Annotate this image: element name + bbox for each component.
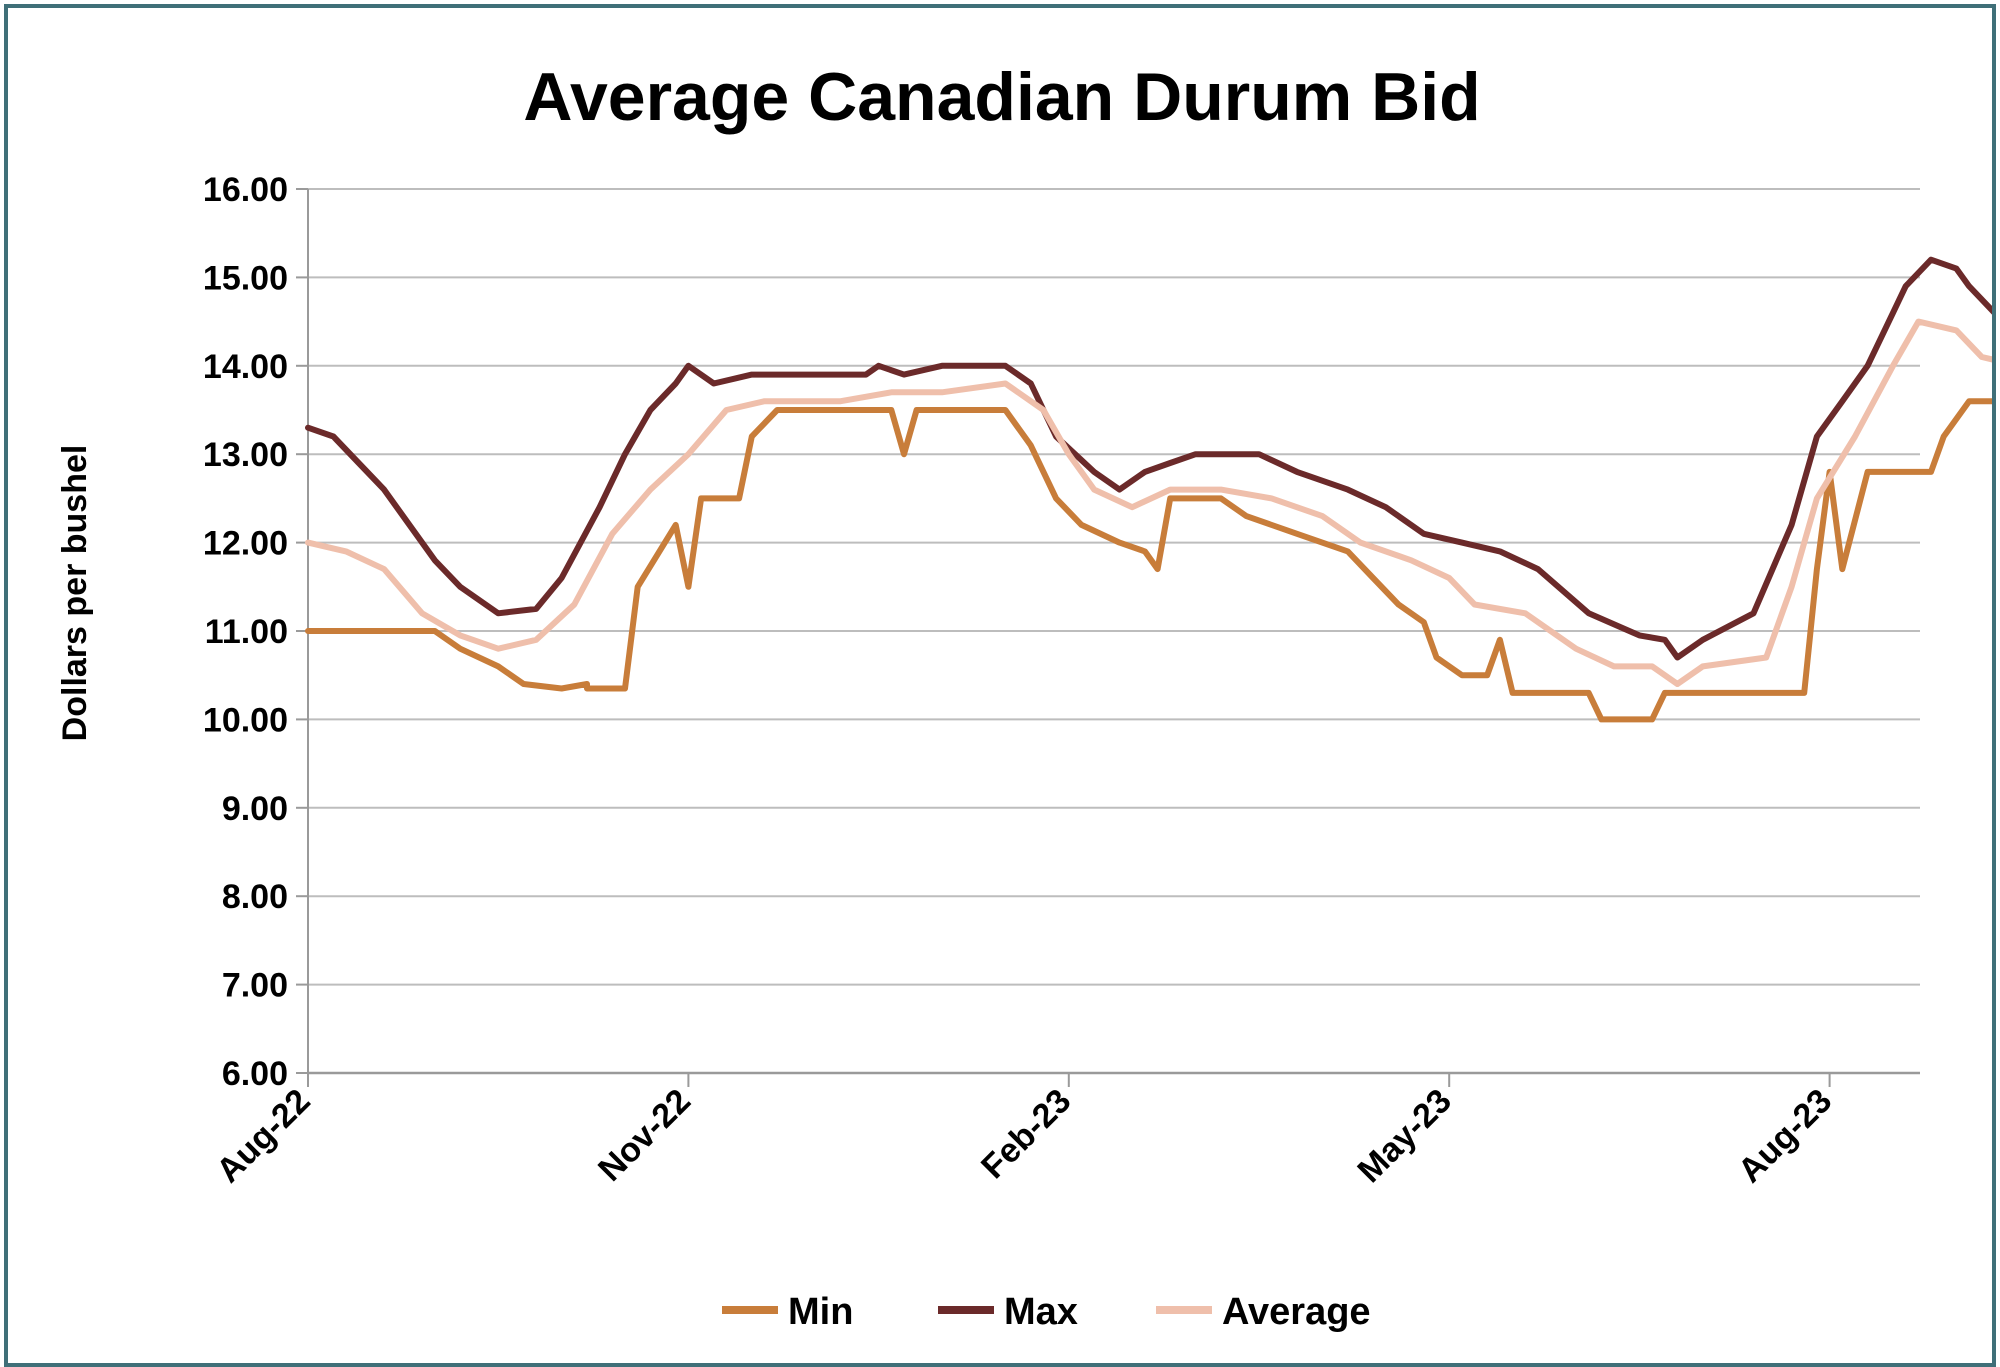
gridlines (308, 188, 1920, 986)
y-tick-label: 12.00 (203, 525, 288, 563)
axes (296, 188, 1920, 1087)
x-tick-label: Nov-22 (591, 1082, 698, 1189)
y-tick-label: 14.00 (203, 348, 288, 386)
series-lines (305, 256, 1992, 723)
series-line-min (305, 398, 1992, 723)
y-tick-label: 7.00 (222, 967, 288, 1005)
y-tick-label: 11.00 (205, 613, 288, 651)
y-tick-label: 13.00 (203, 436, 288, 474)
y-tick-label: 8.00 (222, 878, 288, 916)
x-tick-label: Aug-22 (209, 1082, 317, 1190)
x-tick-label: Aug-23 (1731, 1082, 1839, 1190)
chart-frame: Average Canadian Durum Bid 6.00 7.00 8.00 9… (4, 4, 1996, 1367)
legend-label-min: Min (788, 1291, 853, 1333)
y-tick-labels: 6.00 7.00 8.00 9.00 10.00 11.00 12.00 13.00 14.0… (203, 171, 288, 1093)
y-tick-label: 6.00 (222, 1055, 288, 1093)
y-tick-label: 16.00 (203, 171, 288, 209)
y-tick-label: 15.00 (203, 259, 288, 297)
legend-label-average: Average (1222, 1291, 1371, 1333)
legend-label-max: Max (1004, 1291, 1078, 1333)
x-tick-label: May-23 (1350, 1082, 1458, 1190)
y-tick-label: 10.00 (203, 701, 288, 739)
legend: Min Max Average (722, 1291, 1371, 1333)
line-chart: Average Canadian Durum Bid 6.00 7.00 8.00 9… (56, 59, 1992, 1333)
series-line-average (305, 318, 1992, 687)
x-tick-label: Feb-23 (974, 1082, 1078, 1186)
chart-title: Average Canadian Durum Bid (523, 59, 1480, 135)
series-line-max (305, 256, 1992, 661)
y-axis-title: Dollars per bushel (56, 445, 94, 742)
x-tick-labels: Aug-22Nov-22Feb-23May-23Aug-23Nov-23Feb-… (209, 1082, 1839, 1190)
y-tick-label: 9.00 (222, 790, 288, 828)
